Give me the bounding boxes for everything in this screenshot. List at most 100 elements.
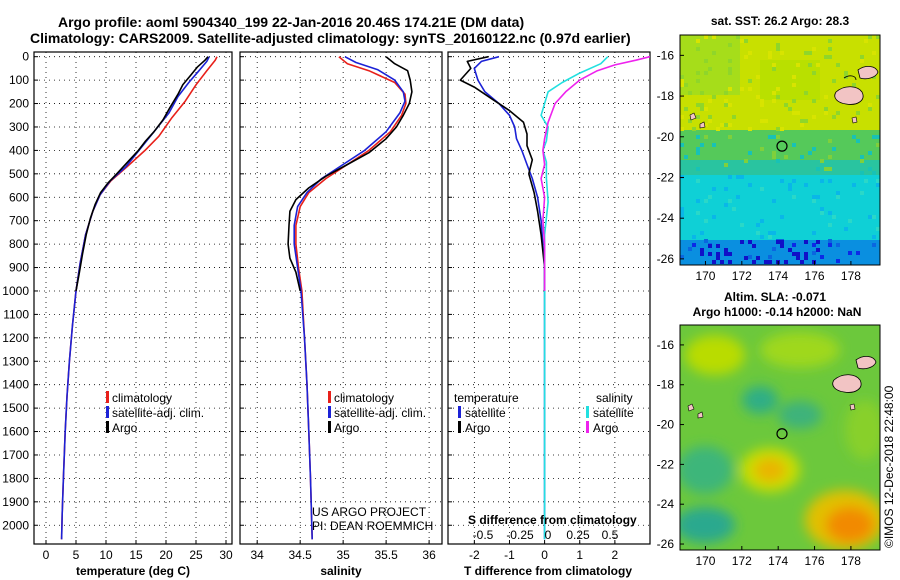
x-tick-label: 36 <box>422 548 436 562</box>
depth-tick-label: 1600 <box>2 425 29 439</box>
x-tick-label: 1 <box>576 548 583 562</box>
salinity-panel: 34 34.5 35 35.5 36 salinity climatology sate… <box>239 51 443 578</box>
x-tick-label: 5 <box>73 548 80 562</box>
temperature-lines <box>60 56 218 540</box>
argo-float-marker <box>776 140 788 152</box>
depth-tick-label: 200 <box>9 97 29 111</box>
legend-swatch-satellite <box>106 406 109 418</box>
s-diff-tick-label: 0.25 <box>566 528 590 542</box>
map-y-tick-label: -16 <box>657 338 675 352</box>
map-x-tick-label: 176 <box>805 269 825 283</box>
credit-line-2: PI: DEAN ROEMMICH <box>312 519 433 533</box>
sla-map-title-line-2: Argo h1000: -0.14 h2000: NaN <box>693 305 862 319</box>
map-y-tick-label: -26 <box>657 252 675 266</box>
map-x-tick-label: 170 <box>695 554 715 568</box>
legend-label-climatology: climatology <box>112 391 172 405</box>
legend-swatch-s-argo <box>586 421 589 433</box>
map-x-tick-label: 174 <box>768 269 788 283</box>
depth-tick-label: 300 <box>9 120 29 134</box>
series-line-argo <box>75 56 209 292</box>
salinity-grid <box>240 52 442 544</box>
legend-swatch-s-satellite <box>586 406 589 418</box>
x-tick-label: 35.5 <box>374 548 398 562</box>
depth-tick-label: 100 <box>9 73 29 87</box>
legend-label-satellite: satellite-adj. clim. <box>334 406 426 420</box>
x-tick-label: 0 <box>43 548 50 562</box>
difference-lines <box>459 55 650 540</box>
depth-tick-label: 1000 <box>2 284 29 298</box>
salinity-lines <box>287 55 413 540</box>
map-y-tick-label: -20 <box>657 130 675 144</box>
argo-float-marker <box>776 428 788 440</box>
legend-label-climatology: climatology <box>334 391 394 405</box>
depth-tick-label: 900 <box>9 261 29 275</box>
map-x-tick-label: 172 <box>732 554 752 568</box>
legend-title-temperature: temperature <box>454 391 519 405</box>
sst-map: 170 172 174 176 178 -16 -18 -20 -22 -24 -26 <box>657 34 881 283</box>
depth-tick-label: 1200 <box>2 331 29 345</box>
sst-map-x-ticks: 170 172 174 176 178 <box>695 261 861 283</box>
series-line-satellite-adj-clim- <box>293 55 406 540</box>
series-line-argo <box>287 56 413 292</box>
map-y-tick-label: -24 <box>657 497 675 511</box>
temperature-legend: climatology satellite-adj. clim. Argo <box>106 391 204 435</box>
temperature-grid <box>34 52 232 544</box>
depth-tick-label: 1300 <box>2 354 29 368</box>
sst-map-y-ticks: -16 -18 -20 -22 -24 -26 <box>657 48 684 266</box>
s-diff-tick-label: -0.25 <box>506 528 534 542</box>
legend-swatch-t-satellite <box>458 406 461 418</box>
difference-x-label: T difference from climatology <box>464 564 632 578</box>
fiji-islands <box>689 66 879 129</box>
depth-tick-label: 0 <box>22 50 29 64</box>
imos-stamp: ©IMOS 12-Dec-2018 22:48:00 <box>882 385 896 548</box>
depth-tick-label: 1100 <box>3 307 29 321</box>
x-tick-label: 30 <box>219 548 233 562</box>
map-y-tick-label: -24 <box>657 211 675 225</box>
temperature-x-ticks: 0 5 10 15 20 25 30 <box>43 548 233 562</box>
legend-swatch-climatology <box>328 391 331 403</box>
x-tick-label: 20 <box>159 548 173 562</box>
legend-label-s-satellite: satellite <box>593 406 634 420</box>
legend-label-satellite: satellite-adj. clim. <box>112 406 204 420</box>
sla-map-x-ticks: 170 172 174 176 178 <box>695 546 861 568</box>
s-diff-tick-label: 0 <box>545 528 552 542</box>
salinity-x-ticks: 34 34.5 35 35.5 36 <box>251 548 437 562</box>
x-tick-label: -2 <box>469 548 480 562</box>
legend-label-t-argo: Argo <box>465 421 491 435</box>
series-line-s-argo <box>540 55 650 291</box>
series-line-t-argo <box>459 55 546 291</box>
legend-label-s-argo: Argo <box>593 421 619 435</box>
sla-map: 170 172 174 176 178 -16 -18 -20 -22 -24 -26 <box>657 324 881 568</box>
temperature-panel-frame <box>33 51 233 545</box>
s-difference-x-label: S difference from climatology <box>468 513 637 527</box>
s-diff-tick-label: -0.5 <box>473 528 494 542</box>
map-x-tick-label: 170 <box>695 269 715 283</box>
depth-tick-label: 1400 <box>2 378 29 392</box>
difference-grid <box>448 52 650 544</box>
legend-swatch-argo <box>328 421 331 433</box>
series-line-t-satellite <box>473 55 546 540</box>
x-tick-label: -1 <box>504 548 515 562</box>
map-y-tick-label: -22 <box>657 170 675 184</box>
map-y-tick-label: -22 <box>657 457 675 471</box>
s-diff-tick-label: 0.5 <box>602 528 619 542</box>
depth-tick-label: 400 <box>9 143 29 157</box>
legend-label-t-satellite: satellite <box>465 406 506 420</box>
x-tick-label: 0 <box>541 548 548 562</box>
x-tick-label: 2 <box>612 548 619 562</box>
title-line-2: Climatology: CARS2009. Satellite-adjuste… <box>30 30 631 46</box>
map-x-tick-label: 178 <box>841 269 861 283</box>
temperature-x-label: temperature (deg C) <box>76 564 190 578</box>
salinity-legend: climatology satellite-adj. clim. Argo <box>328 391 426 435</box>
difference-legend: temperature satellite Argo salinity sate… <box>454 391 634 435</box>
map-y-tick-label: -18 <box>657 378 675 392</box>
legend-swatch-climatology <box>106 391 109 403</box>
map-y-tick-label: -20 <box>657 418 675 432</box>
depth-tick-label: 800 <box>9 237 29 251</box>
map-x-tick-label: 172 <box>732 269 752 283</box>
sla-map-title-line-1: Altim. SLA: -0.071 <box>724 290 826 304</box>
x-tick-label: 10 <box>99 548 113 562</box>
temperature-panel: 0 5 10 15 20 25 30 temperature (deg C) climato… <box>33 51 233 578</box>
depth-tick-label: 1800 <box>2 471 29 485</box>
fiji-islands-sla <box>687 356 877 419</box>
